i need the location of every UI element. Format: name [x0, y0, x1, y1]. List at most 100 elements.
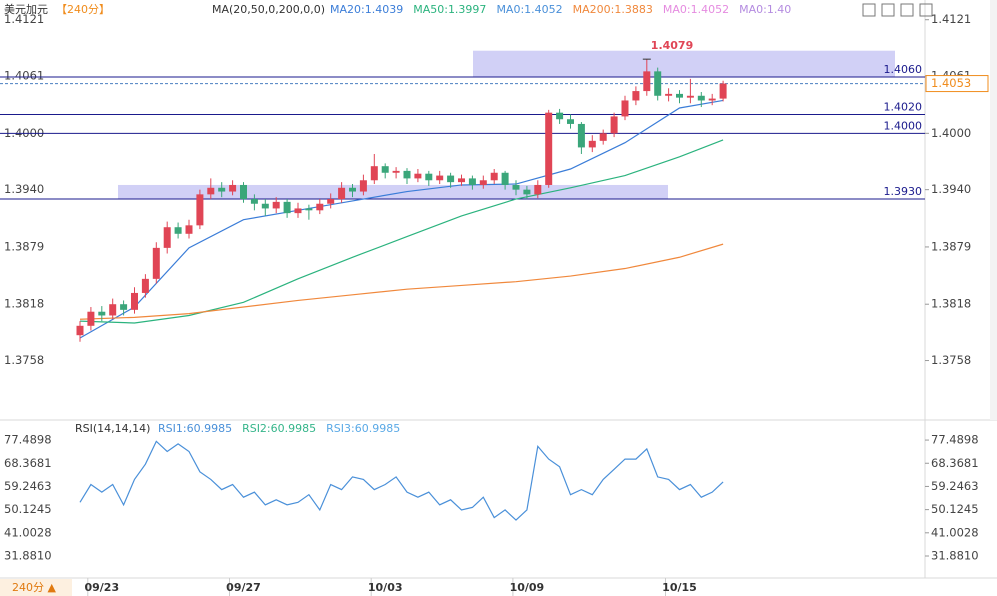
level-label: 1.4020: [884, 101, 923, 114]
candle-body: [207, 187, 215, 195]
rsi-tick-label: 59.2463: [931, 479, 979, 493]
rsi-tick-label-left: 41.0028: [4, 525, 52, 539]
rsi-tick-label: 31.8810: [931, 548, 979, 562]
candle-body: [76, 325, 84, 336]
candle-body: [567, 119, 574, 124]
candle-body: [425, 173, 433, 181]
candle-body: [458, 178, 465, 183]
legend-entry: MA0:1.4052: [663, 3, 729, 16]
period-button[interactable]: 240分 ▲: [12, 581, 56, 594]
candle-body: [174, 227, 182, 234]
candle-body: [294, 208, 302, 214]
candle-body: [316, 203, 324, 211]
x-tick-label: 10/09: [510, 581, 545, 594]
candle-body: [436, 175, 444, 181]
candle-body: [327, 199, 335, 204]
candle-body: [392, 170, 400, 173]
legend-entry: MA0:1.40: [739, 3, 791, 16]
candle-body: [447, 175, 455, 183]
ma-header: MA(20,50,0,200,0,0): [212, 3, 325, 16]
candle-body: [218, 187, 226, 192]
candle-body: [599, 133, 607, 141]
candle-body: [621, 100, 629, 117]
rsi-tick-label-left: 50.1245: [4, 502, 52, 516]
icon[interactable]: [862, 3, 876, 17]
rsi-line: [79, 440, 724, 521]
candle-body: [131, 292, 138, 310]
icon[interactable]: [919, 3, 933, 17]
candle-body: [305, 208, 313, 211]
level-label: 1.4060: [884, 63, 923, 76]
y-tick-label: 1.4000: [931, 126, 971, 140]
candle-body: [632, 91, 640, 101]
rsi-legend-entry: RSI3:60.9985: [326, 422, 400, 435]
candle-body: [381, 166, 389, 173]
candle-body: [359, 180, 367, 192]
candle-body: [676, 93, 683, 98]
candle-body: [261, 203, 269, 209]
candle-body: [468, 178, 476, 185]
candle-body: [120, 304, 128, 310]
y-tick-label-left: 1.3818: [4, 297, 44, 311]
candle-body: [229, 184, 237, 192]
candle-body: [654, 71, 662, 96]
candle-body: [490, 172, 498, 181]
candle-body: [163, 227, 171, 248]
ma-line: [79, 99, 724, 339]
rsi-tick-label: 41.0028: [931, 525, 979, 539]
scrollbar[interactable]: [990, 0, 997, 420]
candle-body: [534, 184, 542, 195]
y-tick-label: 1.3879: [931, 239, 971, 253]
candle-body: [479, 180, 487, 185]
candle-body: [240, 184, 247, 200]
icon[interactable]: [900, 3, 914, 17]
y-tick-label-left: 1.3940: [4, 182, 44, 196]
candle-body: [545, 112, 553, 185]
rsi-tick-label-left: 77.4898: [4, 433, 52, 447]
y-tick-label: 1.3818: [931, 297, 971, 311]
x-tick-label: 10/15: [662, 581, 697, 594]
candle-body: [98, 311, 106, 316]
rsi-tick-label-left: 68.3681: [4, 456, 52, 470]
rsi-tick-label-left: 31.8810: [4, 548, 52, 562]
candle-body: [403, 170, 411, 179]
period-button-bg[interactable]: [0, 579, 72, 596]
candle-body: [610, 116, 618, 134]
period: 【240分】: [56, 3, 110, 16]
candle-body: [588, 140, 596, 148]
legend-entry: MA50:1.3997: [413, 3, 486, 16]
current-price-label: 1.4053: [931, 76, 971, 90]
y-tick-label: 1.4121: [931, 12, 971, 26]
candle-body: [697, 95, 705, 101]
ma-line: [79, 139, 724, 324]
symbol: 美元加元: [4, 3, 48, 16]
legend-entry: MA0:1.4052: [496, 3, 562, 16]
candle-body: [185, 225, 193, 234]
y-tick-label: 1.3940: [931, 182, 971, 196]
candle-body: [109, 304, 117, 316]
legend-entry: MA200:1.3883: [573, 3, 653, 16]
y-tick-label: 1.3758: [931, 353, 971, 367]
candle-body: [141, 278, 149, 293]
candle-body: [196, 194, 204, 226]
y-tick-label-left: 1.3758: [4, 353, 44, 367]
toolbar-icons: [862, 3, 933, 17]
x-tick-label: 10/03: [368, 581, 403, 594]
candle-body: [272, 201, 280, 209]
candle-body: [152, 247, 160, 279]
candle-body: [370, 166, 378, 181]
rsi-legend-entry: RSI2:60.9985: [242, 422, 316, 435]
y-tick-label-left: 1.3879: [4, 239, 44, 253]
legend-entry: MA20:1.4039: [330, 3, 403, 16]
x-tick-label: 09/23: [84, 581, 119, 594]
level-label: 1.4000: [884, 119, 923, 132]
candle-body: [414, 173, 422, 179]
rsi-tick-label: 68.3681: [931, 456, 979, 470]
zone: [473, 50, 895, 77]
candle-body: [686, 95, 694, 98]
icon[interactable]: [881, 3, 895, 17]
candle-body: [512, 184, 520, 190]
candle-body: [665, 93, 673, 96]
